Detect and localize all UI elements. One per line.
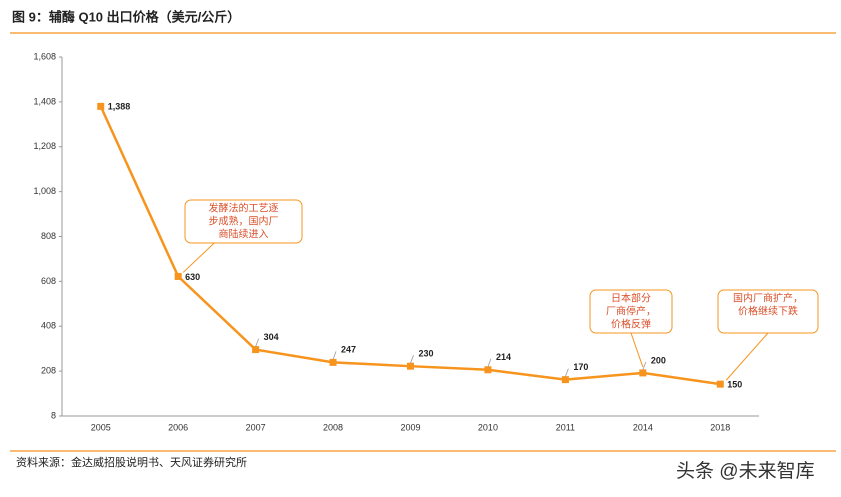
x-tick-label: 2011: [556, 422, 575, 432]
label-leader: [255, 338, 259, 347]
y-tick-label: 8: [51, 410, 56, 420]
x-tick-label: 2006: [168, 422, 188, 432]
x-tick-label: 2008: [323, 422, 343, 432]
data-label: 214: [496, 352, 511, 362]
marker: [716, 380, 724, 388]
marker: [561, 376, 569, 384]
y-tick-label: 208: [41, 366, 56, 376]
annotation-box: [589, 289, 673, 334]
label-leader: [487, 358, 492, 367]
annotation-arrow: [182, 242, 215, 273]
annotation-arrow: [725, 332, 769, 381]
annotation-box: [184, 199, 303, 244]
y-tick-label: 1,608: [33, 51, 56, 61]
source: 资料来源：金达威招股说明书、天风证券研究所: [16, 455, 247, 469]
annotation-box: [717, 289, 819, 334]
data-label: 1,388: [108, 102, 131, 112]
annotation-text: 厂商停产，: [606, 305, 656, 318]
annotation-text: 步成熟，国内厂: [209, 215, 279, 228]
data-label: 170: [573, 362, 588, 372]
annotation-arrow: [630, 332, 644, 368]
line: [99, 105, 721, 386]
marker: [329, 358, 337, 366]
data-label: 304: [264, 332, 279, 342]
x-tick-label: 2005: [91, 422, 111, 432]
annotation-text: 价格继续下跌: [738, 305, 798, 318]
y-tick-label: 1,208: [33, 141, 56, 151]
annotation-text: 商陆续进入: [219, 228, 269, 241]
annotation-text: 价格反弹: [611, 318, 651, 331]
marker: [97, 102, 105, 110]
data-label: 247: [341, 345, 356, 355]
marker: [252, 346, 260, 354]
marker: [484, 366, 492, 374]
x-tick-label: 2009: [400, 422, 420, 432]
x-tick-label: 2014: [633, 422, 653, 432]
x-tick-label: 2018: [710, 422, 730, 432]
label-leader: [410, 355, 414, 364]
y-tick-label: 608: [41, 276, 56, 286]
data-label: 150: [727, 380, 742, 390]
y-tick-label: 1,408: [33, 96, 56, 106]
annotation-text: 日本部分: [611, 292, 651, 305]
data-label: 230: [419, 349, 434, 359]
x-tick-label: 2007: [246, 422, 266, 432]
watermark: 头条 @未来智库: [676, 460, 815, 482]
data-label: 200: [651, 355, 666, 365]
label-leader: [565, 368, 569, 377]
y-tick-label: 1,008: [33, 186, 56, 196]
annotation-text: 国内厂商扩产，: [733, 292, 803, 305]
data-label: 630: [185, 272, 200, 282]
y-tick-label: 808: [41, 231, 56, 241]
y-tick-label: 408: [41, 321, 56, 331]
x-tick-label: 2010: [478, 422, 498, 432]
marker: [407, 362, 414, 370]
annotation-text: 发酵法的工艺逐: [209, 202, 279, 215]
marker: [174, 272, 182, 280]
label-leader: [642, 361, 647, 371]
chart-title: 图 9：辅酶 Q10 出口价格（美元/公斤）: [12, 9, 240, 24]
marker: [639, 369, 647, 377]
label-leader: [332, 351, 337, 360]
